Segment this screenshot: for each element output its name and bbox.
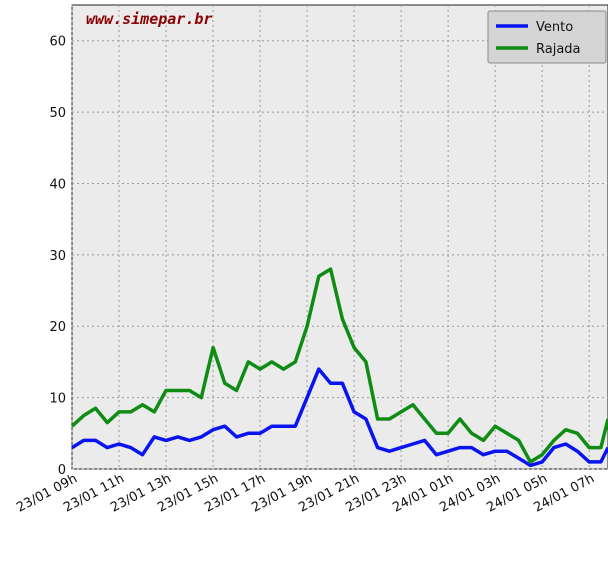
y-tick-label: 40 xyxy=(49,177,66,192)
y-tick-label: 0 xyxy=(58,463,66,478)
y-tick-label: 10 xyxy=(49,392,66,407)
watermark: www.simepar.br xyxy=(86,10,212,28)
line-series xyxy=(70,267,608,464)
y-tick-label: 20 xyxy=(49,320,66,335)
legend-label: Vento xyxy=(536,20,573,35)
y-tick-label: 50 xyxy=(49,106,66,121)
plot-area xyxy=(71,4,608,470)
line-series xyxy=(71,367,608,468)
legend-label: Rajada xyxy=(536,42,581,57)
y-tick-label: 60 xyxy=(49,35,66,50)
legend-box xyxy=(487,10,607,64)
y-tick-label: 30 xyxy=(49,249,66,264)
